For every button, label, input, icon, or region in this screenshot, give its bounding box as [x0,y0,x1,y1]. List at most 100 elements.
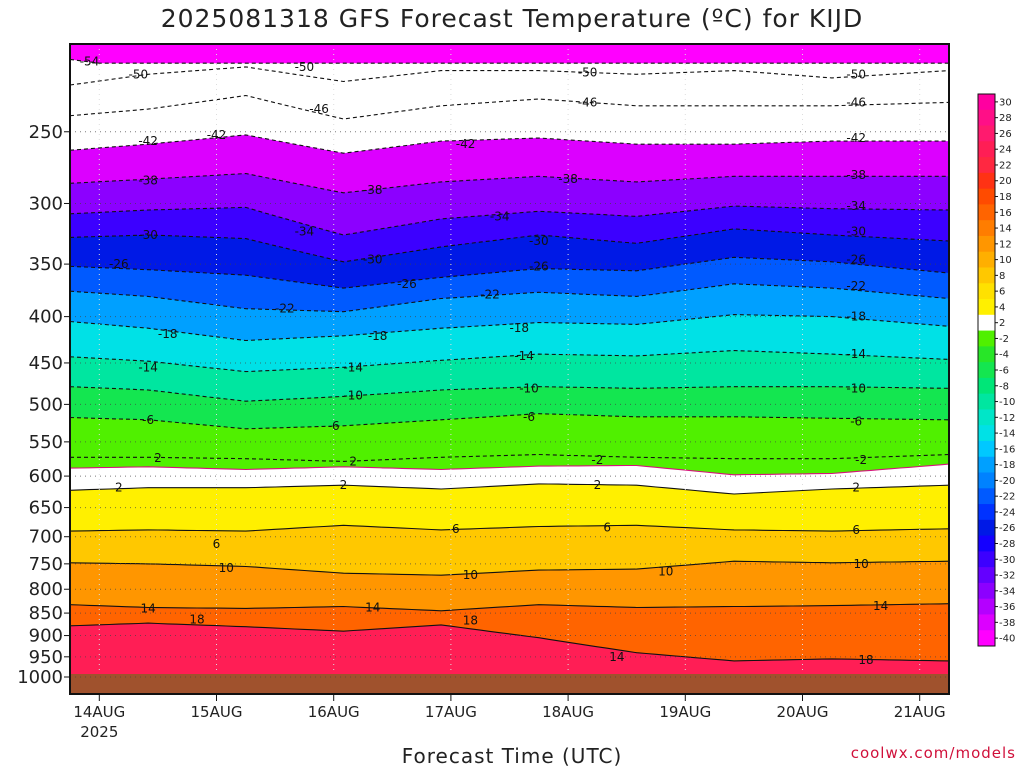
contour-label-26: -26 [846,253,866,267]
colorbar-cell--36 [978,598,995,615]
temperature-bands [70,44,949,694]
contour-label-8: -42 [138,134,158,148]
colorbar-cell--32 [978,567,995,584]
contour-label-21: -30 [529,234,549,248]
contour-label-3: -50 [578,65,598,79]
colorbar-label-28: 28 [999,113,1012,124]
y-tick-label-250: 250 [29,122,63,143]
colorbar-cell-30 [978,94,995,111]
colorbar-cell--4 [978,346,995,363]
isotherm-2 [70,483,949,495]
y-tick-label-750: 750 [29,554,63,575]
colorbar-label-20: 20 [999,176,1012,187]
y-axis: 2503003504004505005506006507007508008509… [17,122,70,688]
y-tick-label-850: 850 [29,603,63,624]
isotherm-0 [70,463,949,476]
contour-label-64: 14 [873,599,888,613]
x-axis-label: Forecast Time (UTC) [401,744,623,768]
colorbar-label--28: -28 [999,539,1015,550]
contour-label-16: -34 [295,224,315,238]
colorbar-cell--22 [978,488,995,505]
colorbar-label--14: -14 [999,429,1015,440]
isotherm-6 [70,524,949,532]
contour-label-52: 2 [852,481,860,495]
contour-label-42: -6 [328,419,340,433]
y-tick-label-800: 800 [29,579,63,600]
colorbar-label-18: 18 [999,192,1012,203]
contour-label-17: -34 [490,209,510,223]
chart-title: 2025081318 GFS Forecast Temperature (ºC)… [160,4,864,33]
contour-label-4: -50 [846,67,866,81]
colorbar-label-30: 30 [999,97,1012,108]
contour-label-61: 14 [140,601,155,615]
isotherm--18 [70,314,949,342]
contour-label-66: 18 [463,613,478,627]
colorbar-cell-20 [978,172,995,190]
colorbar-cell--10 [978,393,995,410]
colorbar-cell--20 [978,472,995,489]
contour-label-38: -10 [343,389,363,403]
x-tick-label-4: 18AUG [542,703,594,721]
contour-label-23: -26 [109,257,129,271]
contour-label-12: -38 [138,174,158,188]
colorbar-label-2: 2 [999,318,1005,329]
contour-label-13: -38 [363,183,383,197]
x-axis: 14AUG 15AUG 16AUG 17AUG 18AUG 19AUG 20AUG 21AUG… [73,694,946,741]
contour-label-67: 18 [858,653,873,667]
contour-label-57: 10 [219,561,234,575]
contour-label-30: -18 [158,327,178,341]
y-tick-label-450: 450 [29,353,63,374]
contour-label-48: 2 [349,454,357,468]
colorbar-label--8: -8 [999,381,1009,392]
contour-label-58: 10 [463,568,478,582]
isotherm-14 [70,603,949,612]
colorbar-cell--28 [978,535,995,552]
colorbar-label--20: -20 [999,476,1015,487]
contour-label-40: -10 [846,381,866,395]
colorbar-cell-18 [978,188,995,205]
colorbar: 30 28 26 24 22 20 18 16 14 12 10 8 6 4 2 -2 -4 -6 -8 -10 -12… [977,93,1015,647]
colorbar-cell-14 [978,220,995,237]
colorbar-cell-4 [978,299,995,316]
contour-label-6: -46 [578,95,598,109]
x-tick-label-6: 20AUG [777,703,829,721]
colorbar-label-16: 16 [999,208,1012,219]
contour-label-11: -42 [846,131,866,145]
y-tick-label-550: 550 [29,432,63,453]
isotherm--30 [70,228,949,263]
colorbar-cell-8 [978,267,995,284]
colorbar-cell-28 [978,109,995,127]
colorbar-cell-26 [978,125,995,142]
colorbar-label--30: -30 [999,555,1015,566]
isotherm--34 [70,205,949,236]
contour-label-54: 6 [452,522,460,536]
contour-label-62: 14 [365,600,380,614]
colorbar-label-8: 8 [999,271,1005,282]
colorbar-label--6: -6 [999,366,1009,377]
colorbar-label-4: 4 [999,302,1005,313]
colorbar-label--4: -4 [999,350,1009,361]
colorbar-label--22: -22 [999,492,1015,503]
contour-label-34: -14 [138,360,158,374]
contour-label-37: -14 [846,347,866,361]
contour-label-36: -14 [514,349,534,363]
contour-label-7: -46 [846,95,866,109]
contour-label-20: -30 [363,253,383,267]
colorbar-label--36: -36 [999,602,1015,613]
credit-link[interactable]: coolwx.com/models [850,744,1016,762]
colorbar-label-12: 12 [999,239,1012,250]
isotherm--10 [70,386,949,402]
contour-label-18: -34 [846,199,866,213]
colorbar-cell-16 [978,204,995,221]
temperature-cross-section-chart: -54-50-50 -50 -50-46 -46 -46-42 -42-42 -42-38-… [17,43,1015,741]
x-year-label: 2025 [80,723,118,741]
contour-label-59: 10 [658,565,673,579]
contour-label-19: -30 [138,228,158,242]
x-tick-label-2: 16AUG [308,703,360,721]
contour-label-44: -6 [850,414,862,428]
contour-label-41: -6 [142,413,154,427]
contour-label-0: -54 [80,54,100,68]
colorbar-label-26: 26 [999,129,1012,140]
colorbar-cell-6 [978,283,995,300]
colorbar-cell--14 [978,425,995,442]
